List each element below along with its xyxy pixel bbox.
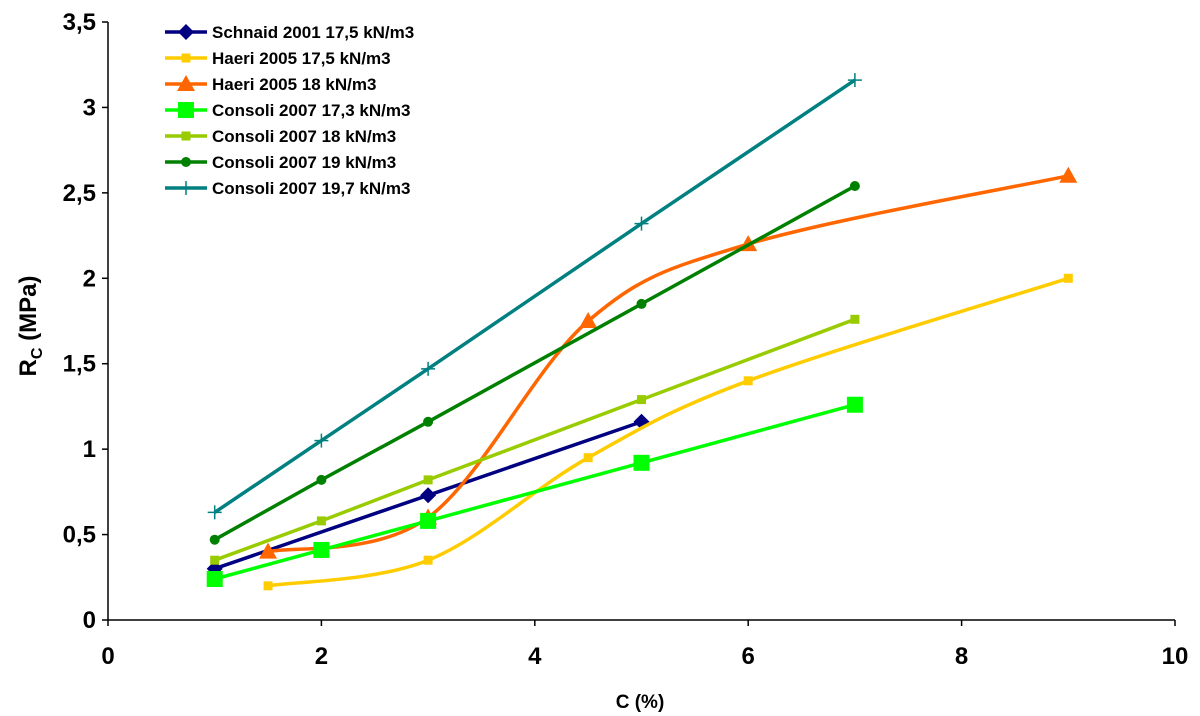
data-point: [313, 541, 330, 558]
y-tick-label: 3,5: [63, 9, 96, 36]
legend-item-5: Consoli 2007 18 kN/m3: [165, 127, 396, 146]
x-tick-label: 8: [955, 643, 968, 670]
data-point: [423, 475, 433, 485]
legend-marker: [178, 24, 194, 40]
legend-label: Schnaid 2001 17,5 kN/m3: [212, 23, 414, 42]
data-point: [206, 570, 223, 587]
data-point: [423, 555, 433, 565]
x-tick-label: 4: [528, 643, 542, 670]
data-point: [259, 542, 278, 559]
series-line: [214, 317, 856, 562]
data-point: [209, 534, 220, 545]
data-point: [316, 474, 327, 485]
data-point: [636, 298, 647, 309]
x-axis-label: C (%): [616, 692, 665, 713]
series-layer: [206, 73, 1078, 591]
series-5: [210, 314, 860, 565]
legend-label: Haeri 2005 18 kN/m3: [212, 75, 376, 94]
legend-marker: [179, 181, 193, 195]
data-point: [743, 376, 753, 386]
data-point: [583, 453, 593, 463]
legend-label: Haeri 2005 17,5 kN/m3: [212, 49, 391, 68]
y-axis-label-sub: C: [29, 347, 46, 359]
y-axis-label-unit: (MPa): [15, 276, 42, 348]
data-point: [420, 487, 437, 504]
series-7: [207, 73, 862, 520]
data-point: [316, 516, 326, 526]
data-point: [423, 416, 434, 427]
y-tick-label: 0: [83, 607, 96, 634]
legend-item-1: Schnaid 2001 17,5 kN/m3: [165, 23, 414, 42]
data-point: [849, 181, 860, 192]
legend-label: Consoli 2007 19 kN/m3: [212, 153, 396, 172]
legend-item-4: Consoli 2007 17,3 kN/m3: [165, 101, 410, 120]
series-4: [206, 396, 863, 587]
data-point: [207, 505, 222, 520]
data-point: [633, 454, 650, 471]
data-point: [210, 555, 220, 565]
y-tick-label: 2,5: [63, 180, 96, 207]
data-point: [850, 314, 860, 324]
series-line: [267, 276, 1069, 588]
data-point: [421, 361, 436, 376]
legend-item-6: Consoli 2007 19 kN/m3: [165, 153, 396, 172]
legend-label: Consoli 2007 19,7 kN/m3: [212, 179, 410, 198]
series-line: [214, 403, 856, 581]
x-tick-label: 6: [742, 643, 755, 670]
data-point: [847, 73, 862, 88]
legend-label: Consoli 2007 18 kN/m3: [212, 127, 396, 146]
legend-label: Consoli 2007 17,3 kN/m3: [212, 101, 410, 120]
y-tick-label: 1,5: [63, 351, 96, 378]
y-axis-label: RC (MPa): [15, 276, 46, 377]
legend-item-7: Consoli 2007 19,7 kN/m3: [165, 179, 410, 198]
legend: Schnaid 2001 17,5 kN/m3 Haeri 2005 17,5 k…: [165, 23, 414, 198]
legend-item-3: Haeri 2005 18 kN/m3: [165, 75, 376, 94]
data-point: [263, 581, 273, 591]
data-point: [634, 216, 649, 231]
data-point: [1059, 166, 1078, 183]
y-tick-label: 1: [83, 436, 96, 463]
data-point: [846, 396, 863, 413]
axes: 0 0,5 1 1,5 2 2,5 3 3,5 0 2 4 6 8 10: [63, 9, 1189, 670]
legend-item-2: Haeri 2005 17,5 kN/m3: [165, 49, 391, 68]
x-tick-label: 10: [1162, 643, 1189, 670]
y-tick-label: 0,5: [63, 522, 96, 549]
x-tick-label: 2: [315, 643, 328, 670]
series-3: [259, 166, 1078, 559]
legend-marker: [178, 102, 194, 118]
legend-marker: [181, 157, 191, 167]
series-2: [263, 273, 1073, 591]
y-axis-label-main: R: [15, 359, 42, 376]
series-6: [209, 181, 860, 545]
y-tick-label: 2: [83, 265, 96, 292]
legend-marker: [181, 53, 191, 63]
data-point: [314, 433, 329, 448]
data-point: [637, 395, 646, 405]
data-point: [1063, 273, 1073, 283]
data-point: [579, 312, 598, 328]
data-point: [420, 512, 437, 529]
x-tick-label: 0: [101, 643, 114, 670]
legend-marker: [177, 75, 195, 91]
legend-marker: [181, 131, 191, 141]
series-line: [213, 184, 856, 542]
y-tick-label: 3: [83, 94, 96, 121]
